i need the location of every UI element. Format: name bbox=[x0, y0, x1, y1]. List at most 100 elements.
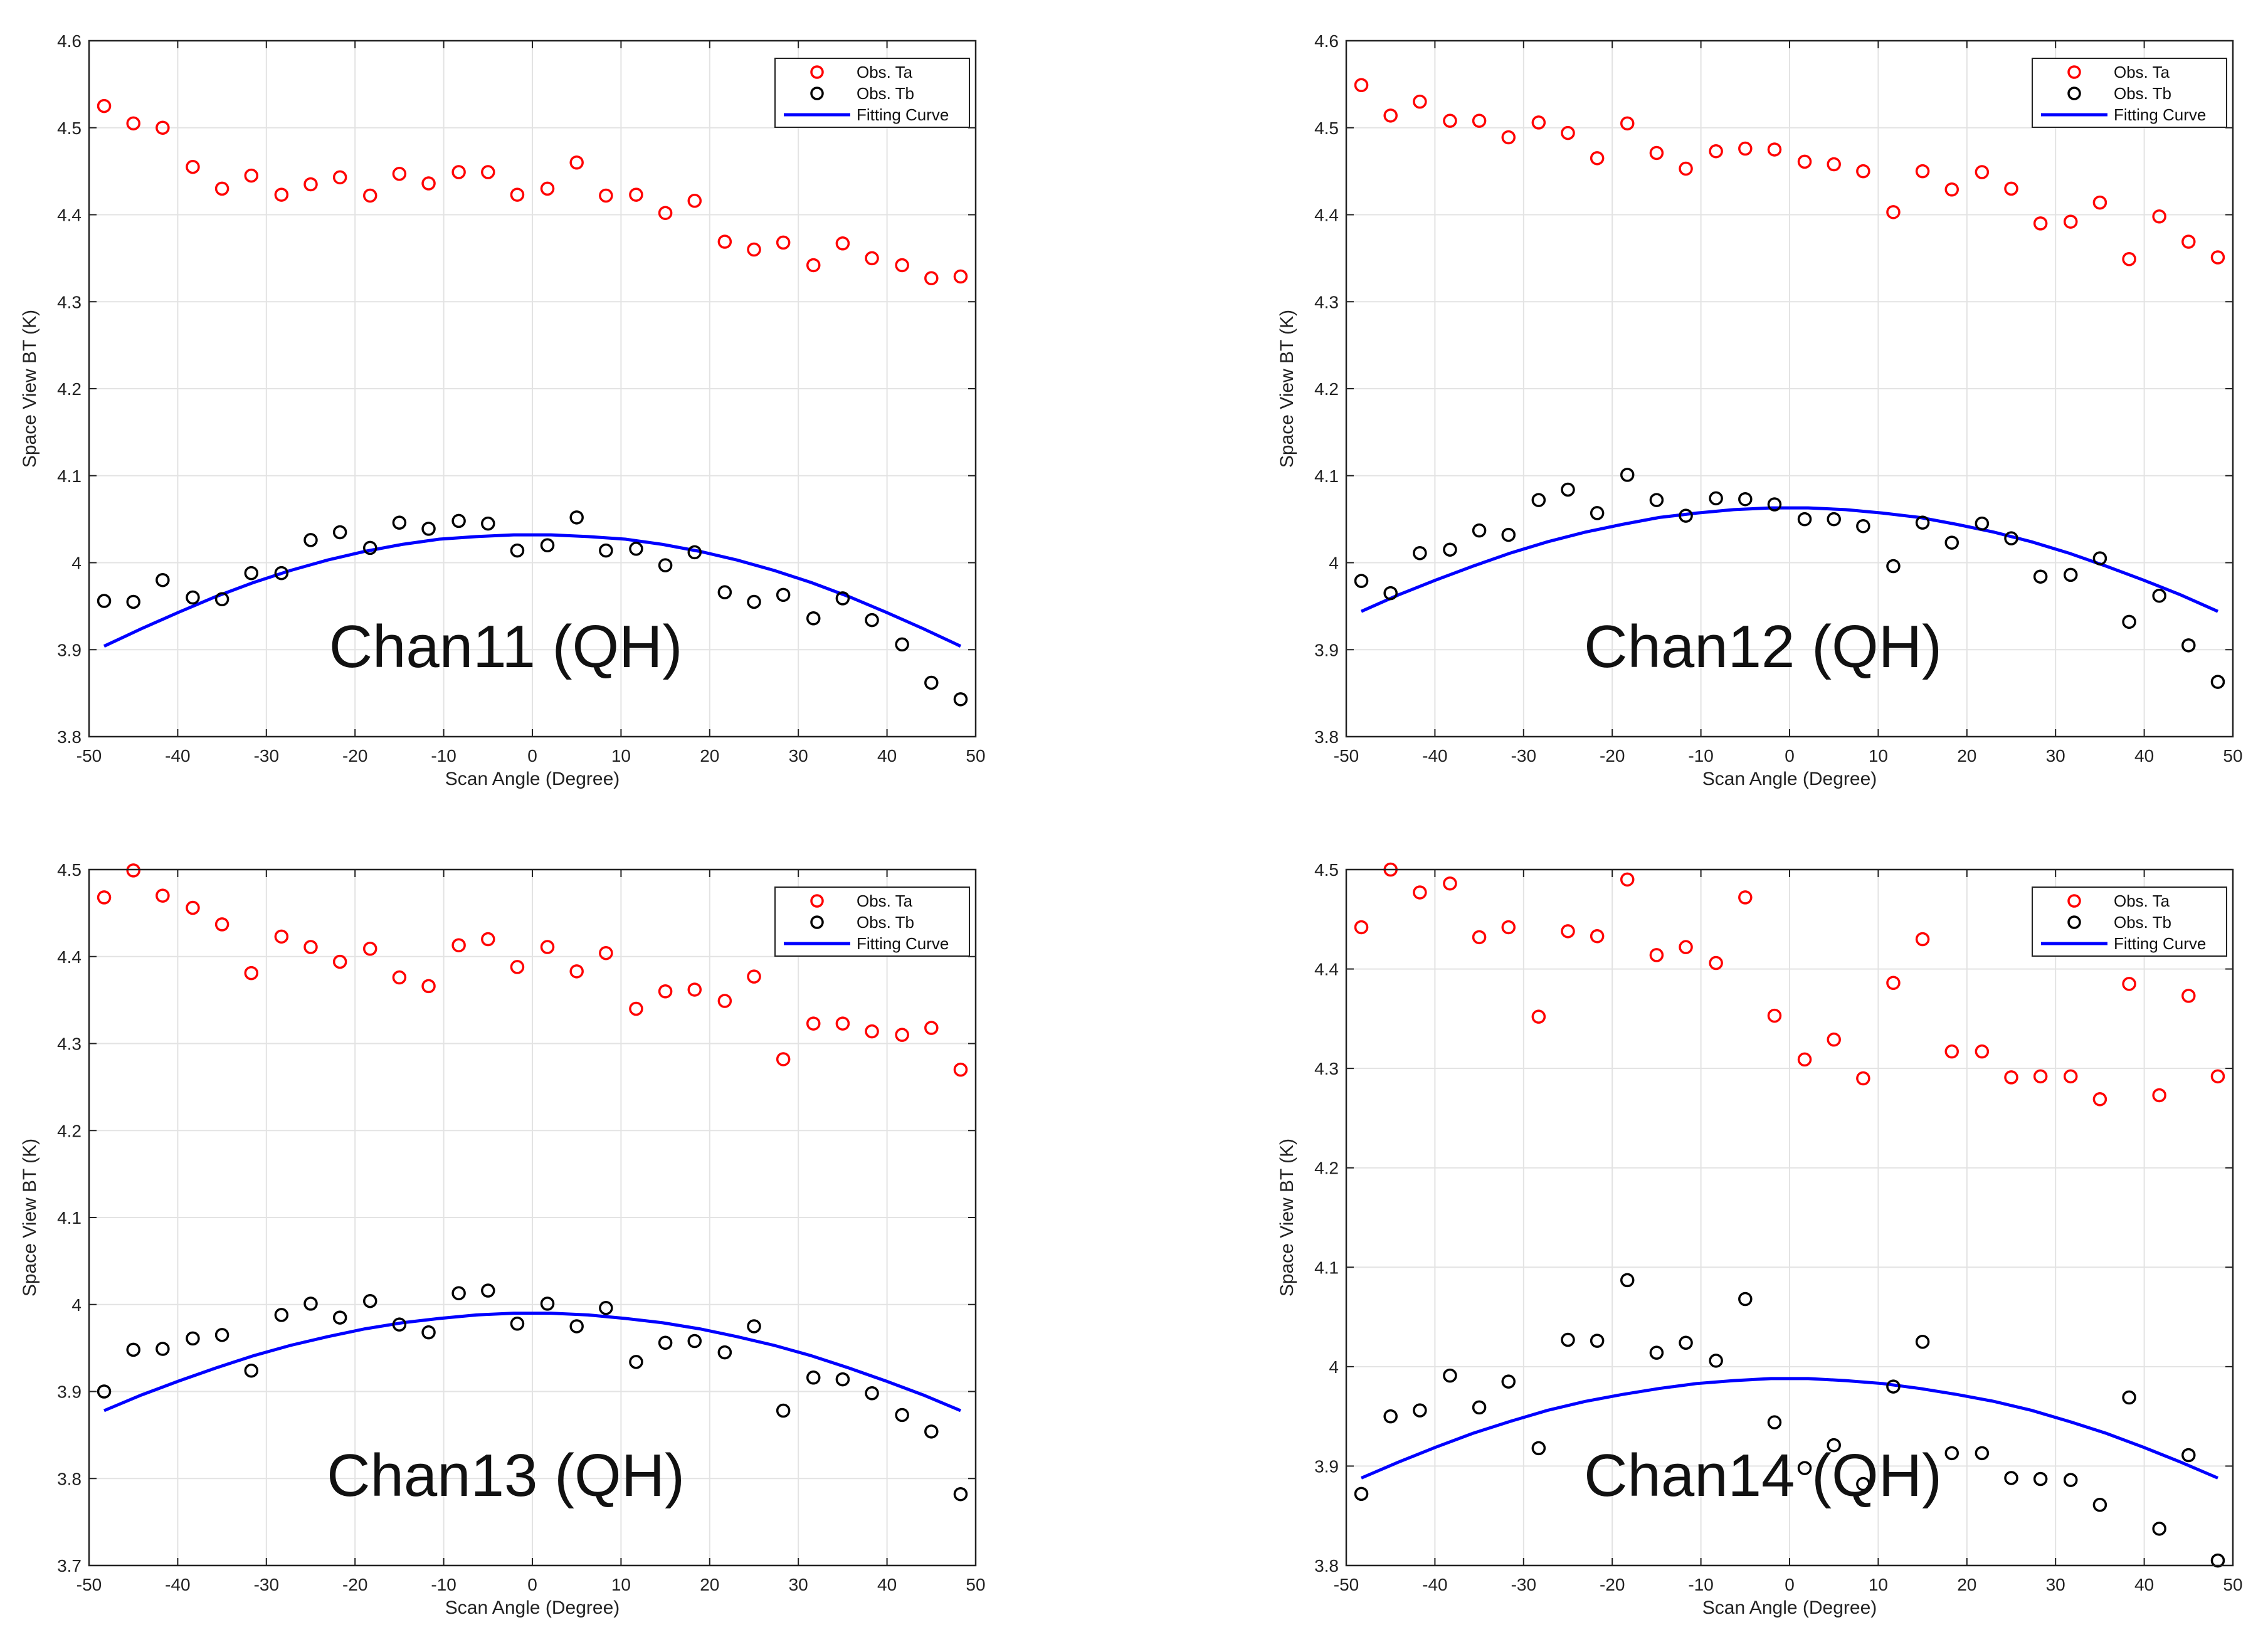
series-obs-ta bbox=[97, 98, 968, 286]
ta-point bbox=[2063, 1069, 2078, 1084]
tb-point bbox=[599, 1301, 613, 1315]
x-tick-label: 40 bbox=[877, 746, 897, 765]
ta-point bbox=[865, 251, 879, 266]
ta-point bbox=[1413, 885, 1427, 900]
x-tick-label: -30 bbox=[254, 746, 279, 765]
ta-point bbox=[1620, 116, 1635, 131]
ta-point bbox=[303, 177, 318, 192]
ta-point bbox=[629, 1001, 643, 1016]
tb-point bbox=[835, 591, 850, 606]
y-tick-label: 4.3 bbox=[57, 292, 82, 312]
ta-point bbox=[2122, 977, 2136, 991]
ta-point bbox=[776, 1052, 791, 1066]
x-tick-label: 10 bbox=[611, 1575, 631, 1594]
tb-point bbox=[1767, 1415, 1782, 1429]
ta-point bbox=[1443, 876, 1457, 891]
y-tick-label: 4.6 bbox=[1314, 31, 1339, 51]
tb-point bbox=[481, 1283, 495, 1298]
ta-point bbox=[1975, 1044, 1990, 1059]
ta-point bbox=[924, 1021, 939, 1035]
ta-point bbox=[599, 945, 613, 960]
tb-point bbox=[510, 543, 525, 558]
tb-point bbox=[629, 542, 643, 556]
y-axis-label: Space View BT (K) bbox=[1277, 310, 1297, 468]
tb-point bbox=[1472, 523, 1487, 538]
tb-point bbox=[1797, 1461, 1812, 1475]
tb-point bbox=[1531, 1441, 1546, 1456]
legend-swatch-tb bbox=[2067, 915, 2081, 929]
y-tick-label: 3.8 bbox=[1314, 727, 1339, 747]
ta-point bbox=[1561, 125, 1575, 140]
tb-point bbox=[1443, 1368, 1457, 1383]
ta-point bbox=[1501, 130, 1516, 145]
x-tick-label: -10 bbox=[431, 746, 456, 765]
series-obs-tb bbox=[97, 510, 968, 707]
legend-swatch-tb bbox=[810, 915, 824, 929]
ta-point bbox=[2181, 989, 2196, 1003]
legend-label-fit: Fitting Curve bbox=[2114, 934, 2206, 953]
ta-point bbox=[2092, 195, 2107, 210]
tb-point bbox=[1915, 515, 1930, 530]
x-tick-label: -50 bbox=[76, 746, 102, 765]
x-tick-label: -10 bbox=[1688, 1575, 1713, 1594]
tb-point bbox=[126, 1342, 140, 1357]
ta-point bbox=[421, 979, 436, 994]
ta-point bbox=[895, 258, 909, 273]
ta-point bbox=[1354, 78, 1369, 93]
legend-label-ta: Obs. Ta bbox=[2114, 892, 2170, 910]
ta-point bbox=[510, 187, 525, 202]
tb-point bbox=[303, 1297, 318, 1311]
tb-point bbox=[1561, 482, 1575, 497]
ta-point bbox=[895, 1028, 909, 1042]
ta-point bbox=[1590, 929, 1605, 944]
tb-point bbox=[244, 566, 259, 581]
tb-point bbox=[2181, 638, 2196, 653]
y-tick-label: 3.7 bbox=[57, 1556, 82, 1576]
ta-point bbox=[835, 1016, 850, 1031]
ta-point bbox=[186, 900, 200, 915]
tb-point bbox=[303, 533, 318, 547]
tb-point bbox=[186, 590, 200, 605]
legend: Obs. Ta Obs. Tb Fitting Curve bbox=[774, 887, 970, 957]
tb-point bbox=[1501, 1374, 1516, 1389]
ta-point bbox=[1944, 1044, 1959, 1059]
tb-point bbox=[1856, 518, 1870, 534]
ta-point bbox=[1767, 1008, 1782, 1023]
tb-point bbox=[2092, 1498, 2107, 1512]
ta-point bbox=[1797, 1052, 1812, 1067]
x-tick-label: -50 bbox=[76, 1575, 102, 1594]
ta-point bbox=[1472, 113, 1487, 128]
legend-label-tb: Obs. Tb bbox=[857, 913, 914, 932]
ta-point bbox=[1709, 955, 1723, 971]
ta-point bbox=[1501, 920, 1516, 935]
legend-label-tb: Obs. Tb bbox=[857, 84, 914, 103]
legend-swatch-ta bbox=[2067, 65, 2081, 79]
ta-point bbox=[1767, 142, 1782, 157]
tb-point bbox=[2152, 1522, 2166, 1536]
series-obs-ta bbox=[1354, 78, 2225, 266]
ta-point bbox=[2181, 234, 2196, 249]
ta-point bbox=[1649, 948, 1664, 962]
y-tick-label: 4.2 bbox=[57, 1121, 82, 1140]
tb-point bbox=[274, 566, 289, 581]
tb-point bbox=[658, 1335, 673, 1350]
tb-point bbox=[1767, 497, 1782, 512]
tb-point bbox=[776, 1403, 791, 1418]
x-tick-label: -50 bbox=[1334, 1575, 1359, 1594]
tb-point bbox=[2210, 675, 2225, 689]
y-tick-label: 4.2 bbox=[57, 379, 82, 399]
ta-point bbox=[1915, 932, 1930, 947]
tb-point bbox=[540, 1297, 555, 1311]
y-tick-label: 4.1 bbox=[1314, 466, 1339, 486]
legend-label-tb: Obs. Tb bbox=[2114, 84, 2171, 103]
x-tick-label: -20 bbox=[1600, 746, 1625, 765]
tb-point bbox=[865, 1386, 879, 1401]
tb-point bbox=[2004, 531, 2018, 545]
tb-point bbox=[2063, 567, 2078, 582]
y-tick-label: 4.3 bbox=[1314, 1059, 1339, 1078]
legend: Obs. Ta Obs. Tb Fitting Curve bbox=[2032, 887, 2227, 957]
tb-point bbox=[629, 1355, 643, 1369]
legend-label-ta: Obs. Ta bbox=[2114, 63, 2170, 82]
axes-frame bbox=[1345, 868, 2234, 1567]
legend-swatch-ta bbox=[810, 65, 824, 79]
